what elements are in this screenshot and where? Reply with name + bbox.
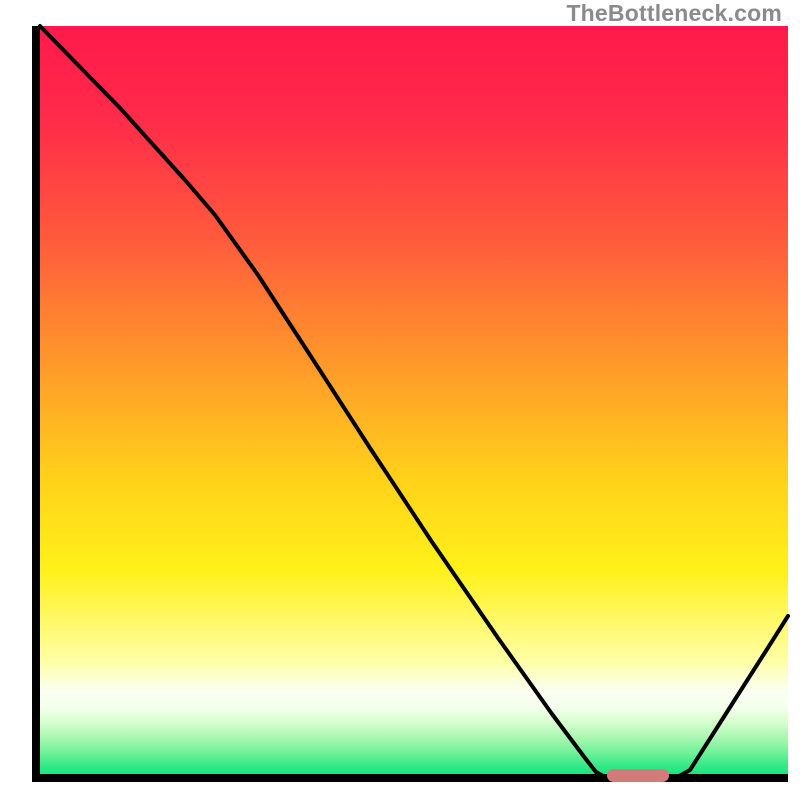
plot-background bbox=[0, 0, 800, 800]
chart-canvas: TheBottleneck.com bbox=[0, 0, 800, 800]
y-axis bbox=[32, 26, 40, 782]
watermark-text: TheBottleneck.com bbox=[566, 0, 782, 27]
gradient-fill bbox=[32, 26, 788, 782]
x-axis bbox=[32, 774, 788, 782]
optimal-range-marker bbox=[607, 769, 669, 782]
